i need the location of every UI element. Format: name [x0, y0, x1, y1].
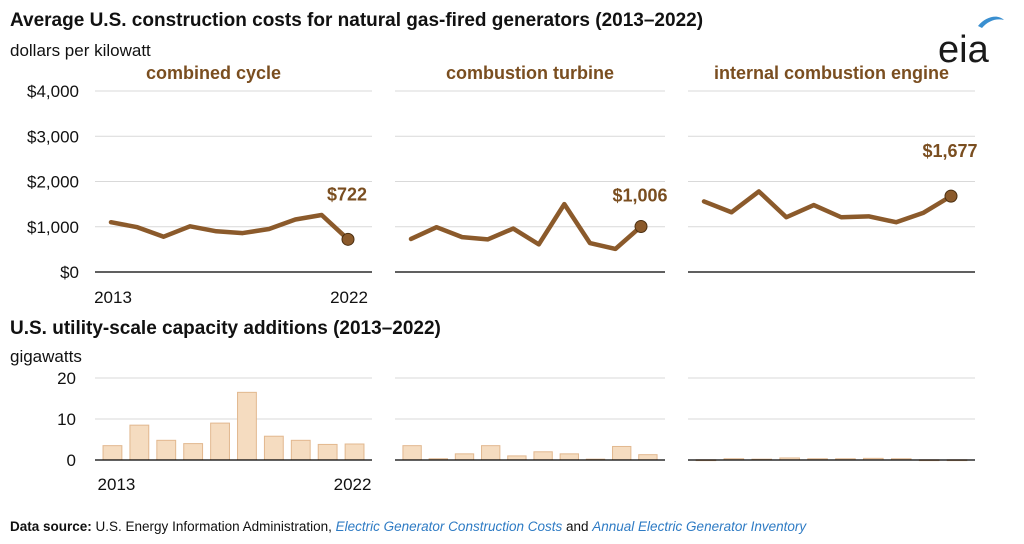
panel-title: combustion turbine — [446, 63, 614, 83]
bar — [481, 445, 501, 461]
data-source: Data source: U.S. Energy Information Adm… — [10, 519, 806, 534]
panel-title: internal combustion engine — [714, 63, 949, 83]
eia-logo: eia — [934, 12, 1008, 71]
source-text-2: and — [562, 519, 593, 534]
logo-swoosh-icon — [978, 16, 1004, 28]
end-point-marker — [634, 219, 648, 233]
x-tick-label: 2013 — [98, 475, 136, 494]
y-tick-label: 0 — [67, 451, 76, 470]
chart-subtitle: dollars per kilowatt — [10, 41, 151, 60]
source-text-1: U.S. Energy Information Administration, — [91, 519, 336, 534]
chart-title-capacity: U.S. utility-scale capacity additions (2… — [10, 318, 441, 339]
end-point-marker — [944, 189, 958, 203]
bar — [402, 445, 422, 461]
bar — [210, 422, 230, 461]
chart-title: Average U.S. construction costs for natu… — [10, 10, 704, 31]
series-line — [408, 201, 644, 252]
bar — [237, 391, 257, 461]
bar — [533, 451, 553, 461]
y-tick-label: $4,000 — [27, 82, 79, 101]
bar — [638, 454, 658, 461]
x-tick-label: 2013 — [94, 288, 132, 307]
y-tick-label: $0 — [60, 263, 79, 282]
chart-subtitle-capacity: gigawatts — [10, 347, 82, 366]
bar — [263, 435, 284, 461]
bar — [454, 453, 475, 461]
y-tick-label: 20 — [57, 369, 76, 388]
bar — [344, 443, 365, 461]
y-tick-label: $3,000 — [27, 127, 79, 146]
bar — [129, 424, 150, 461]
bar — [156, 439, 177, 461]
bar — [317, 443, 338, 461]
chart-area: combined cycle $722 $0 $1,000 $2,000 $3,000 $4… — [27, 63, 978, 494]
x-tick-label: 2022 — [330, 288, 368, 307]
end-value-label: $1,006 — [612, 185, 667, 205]
bar — [559, 453, 579, 461]
source-link-construction-costs[interactable]: Electric Generator Construction Costs — [335, 519, 563, 534]
bar — [102, 445, 123, 461]
y-tick-label: $1,000 — [27, 218, 79, 237]
y-tick-label: 10 — [57, 410, 76, 429]
x-tick-label: 2022 — [334, 475, 372, 494]
source-link-generator-inventory[interactable]: Annual Electric Generator Inventory — [592, 519, 807, 534]
series-line — [108, 212, 351, 242]
series-line — [701, 189, 954, 225]
source-label: Data source: — [10, 519, 92, 534]
panel-title: combined cycle — [146, 63, 281, 83]
bar — [290, 439, 311, 461]
end-point-marker — [341, 232, 355, 246]
end-value-label: $722 — [327, 184, 367, 204]
bar — [183, 443, 204, 461]
y-tick-label: $2,000 — [27, 173, 79, 192]
bar — [507, 455, 527, 461]
end-value-label: $1,677 — [922, 141, 977, 161]
logo-text: eia — [938, 29, 990, 70]
bar — [612, 445, 632, 461]
